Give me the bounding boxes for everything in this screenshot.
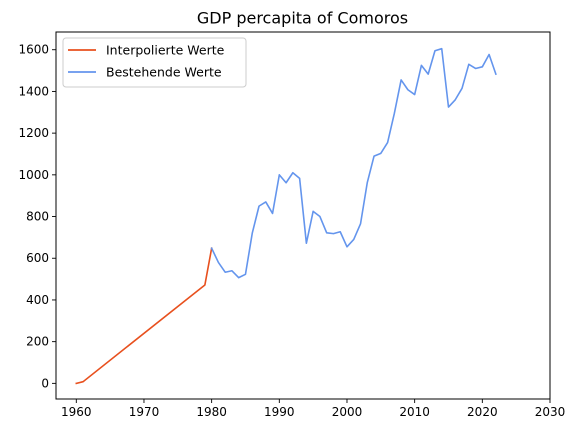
y-tick-label: 600 — [26, 251, 49, 265]
y-tick-label: 1400 — [18, 84, 49, 98]
axes-frame — [55, 31, 551, 400]
chart-title: GDP percapita of Comoros — [197, 9, 408, 28]
y-tick-label: 800 — [26, 210, 49, 224]
y-tick-label: 200 — [26, 335, 49, 349]
legend-box — [62, 37, 247, 88]
x-tick-label: 2010 — [399, 405, 430, 419]
series-line-2 — [210, 47, 497, 279]
x-tick-label: 2020 — [467, 405, 498, 419]
legend: Interpolierte Werte Bestehende Werte — [62, 37, 247, 88]
legend-label-2: Bestehende Werte — [106, 65, 222, 80]
x-tick-label: 1960 — [61, 405, 92, 419]
y-tick-label: 1200 — [18, 126, 49, 140]
x-tick-label: 1970 — [129, 405, 160, 419]
x-tick-label: 2030 — [535, 405, 566, 419]
y-tick-label: 0 — [41, 376, 49, 390]
plot-area: 1960 1970 1980 1990 2000 2010 2020 2030 0 200 400 6… — [18, 31, 566, 419]
legend-label-1: Interpolierte Werte — [106, 43, 225, 58]
x-tick-label: 1980 — [196, 405, 227, 419]
y-tick-label: 1000 — [18, 168, 49, 182]
x-tick-label: 2000 — [332, 405, 363, 419]
y-tick-label: 1600 — [18, 43, 49, 57]
series-line-1 — [75, 247, 213, 385]
y-tick-label: 400 — [26, 293, 49, 307]
x-tick-label: 1990 — [264, 405, 295, 419]
